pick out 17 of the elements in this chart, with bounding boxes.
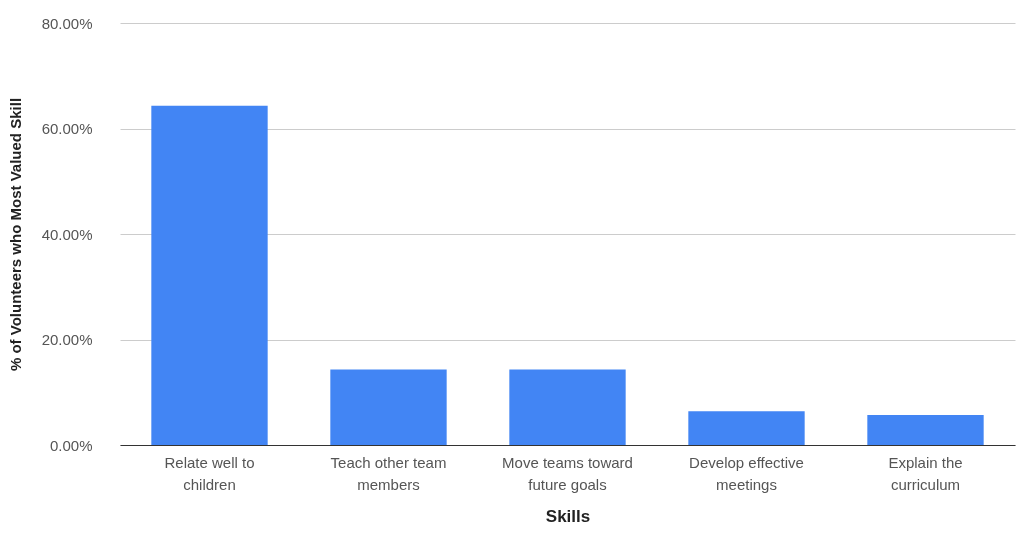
x-tick-label: Develop effective meetings bbox=[689, 453, 804, 493]
y-tick-label: 60.00% bbox=[41, 120, 93, 137]
bar bbox=[688, 411, 805, 445]
bar bbox=[330, 369, 447, 445]
x-tick-label: Explain the curriculum bbox=[888, 453, 963, 493]
x-tick-label: Move teams toward future goals bbox=[502, 453, 633, 493]
y-tick-label: 20.00% bbox=[41, 331, 93, 348]
bar bbox=[151, 105, 268, 445]
y-tick-label: 40.00% bbox=[41, 225, 93, 243]
x-tick-label: Teach other team members bbox=[330, 453, 447, 493]
y-tick-label: 80.00% bbox=[41, 14, 93, 32]
bar bbox=[509, 369, 626, 445]
bar bbox=[867, 414, 984, 445]
x-axis-title: Skills bbox=[545, 506, 591, 526]
y-axis-title: % of Volunteers who Most Valued Skill bbox=[6, 97, 24, 372]
y-tick-label: 0.00% bbox=[49, 436, 93, 454]
x-tick-label: Relate well to children bbox=[164, 453, 255, 493]
